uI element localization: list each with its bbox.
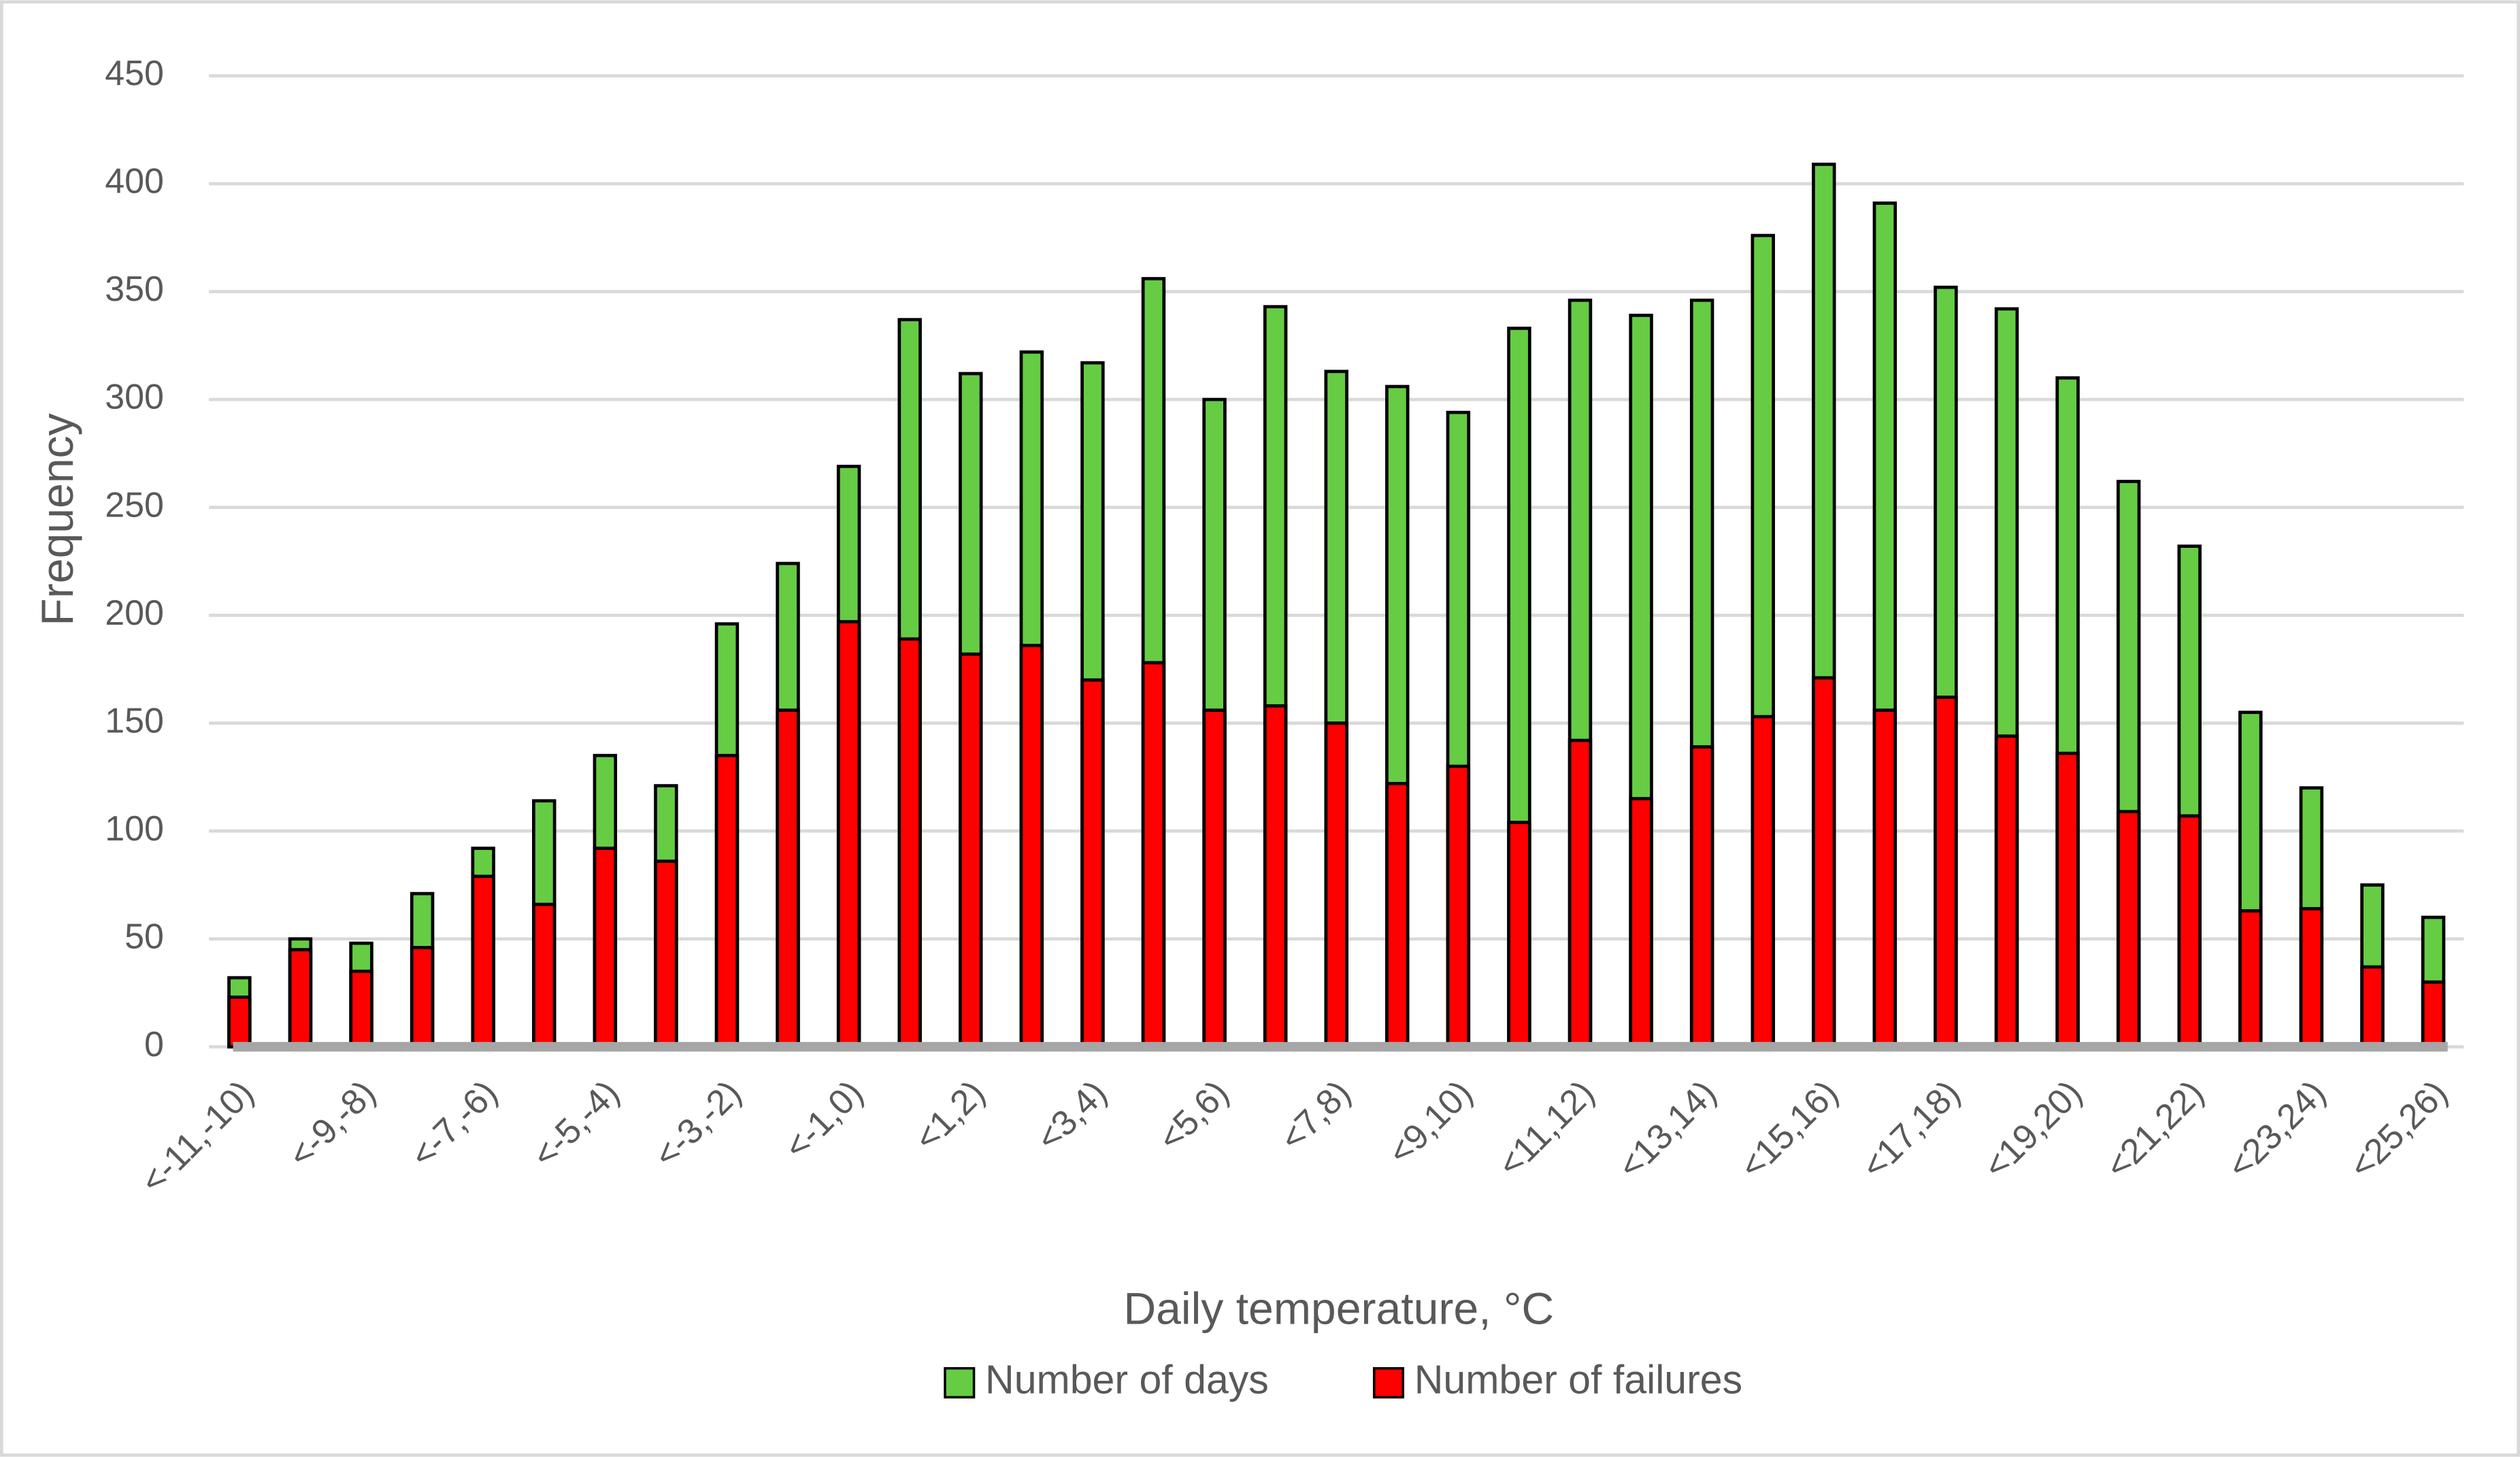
x-axis-title: Daily temperature, °C bbox=[1123, 1283, 1554, 1334]
y-tick-label: 300 bbox=[105, 378, 164, 417]
bar bbox=[349, 969, 374, 1049]
bar bbox=[2116, 810, 2141, 1049]
y-axis-title: Frequency bbox=[33, 413, 83, 625]
bar bbox=[2177, 814, 2202, 1049]
bar bbox=[959, 652, 983, 1049]
bar bbox=[776, 708, 800, 1049]
bar bbox=[1812, 676, 1836, 1049]
bar bbox=[2299, 906, 2324, 1049]
bar bbox=[1751, 715, 1775, 1049]
bar bbox=[1446, 764, 1471, 1049]
bar bbox=[1872, 708, 1897, 1049]
bar bbox=[1385, 782, 1410, 1049]
y-tick-label: 150 bbox=[105, 701, 164, 740]
legend-swatch bbox=[1372, 1366, 1405, 1398]
bar bbox=[1080, 678, 1105, 1049]
bar bbox=[1141, 661, 1166, 1049]
bar bbox=[2360, 965, 2385, 1049]
bar bbox=[532, 902, 557, 1049]
legend-label: Number of days bbox=[985, 1358, 1269, 1403]
bar bbox=[2421, 980, 2446, 1049]
bar bbox=[1202, 708, 1227, 1049]
y-tick-label: 450 bbox=[105, 54, 164, 93]
bar bbox=[1994, 734, 2019, 1049]
bar bbox=[1507, 821, 1531, 1049]
bar bbox=[1263, 704, 1288, 1049]
bar bbox=[227, 995, 252, 1049]
bar bbox=[654, 860, 678, 1049]
legend-label: Number of failures bbox=[1414, 1358, 1742, 1403]
y-tick-label: 350 bbox=[105, 269, 164, 309]
bar bbox=[2055, 751, 2080, 1049]
bar bbox=[1324, 721, 1348, 1049]
bar bbox=[288, 948, 313, 1049]
y-tick-label: 250 bbox=[105, 485, 164, 525]
legend-swatch bbox=[944, 1366, 976, 1398]
bar bbox=[410, 946, 435, 1049]
bar bbox=[471, 874, 495, 1049]
y-tick-label: 100 bbox=[105, 809, 164, 849]
bar bbox=[836, 620, 861, 1049]
bar bbox=[2238, 909, 2263, 1049]
y-tick-label: 200 bbox=[105, 593, 164, 633]
bar bbox=[1568, 738, 1593, 1049]
bar bbox=[1934, 695, 1958, 1049]
bar bbox=[897, 637, 922, 1049]
bar bbox=[1019, 644, 1044, 1049]
bar bbox=[1689, 745, 1714, 1049]
y-tick-label: 0 bbox=[144, 1025, 164, 1064]
y-tick-label: 400 bbox=[105, 162, 164, 201]
y-tick-label: 50 bbox=[125, 917, 164, 956]
bar bbox=[1629, 797, 1653, 1049]
bar bbox=[593, 847, 618, 1049]
bar bbox=[714, 753, 740, 1049]
